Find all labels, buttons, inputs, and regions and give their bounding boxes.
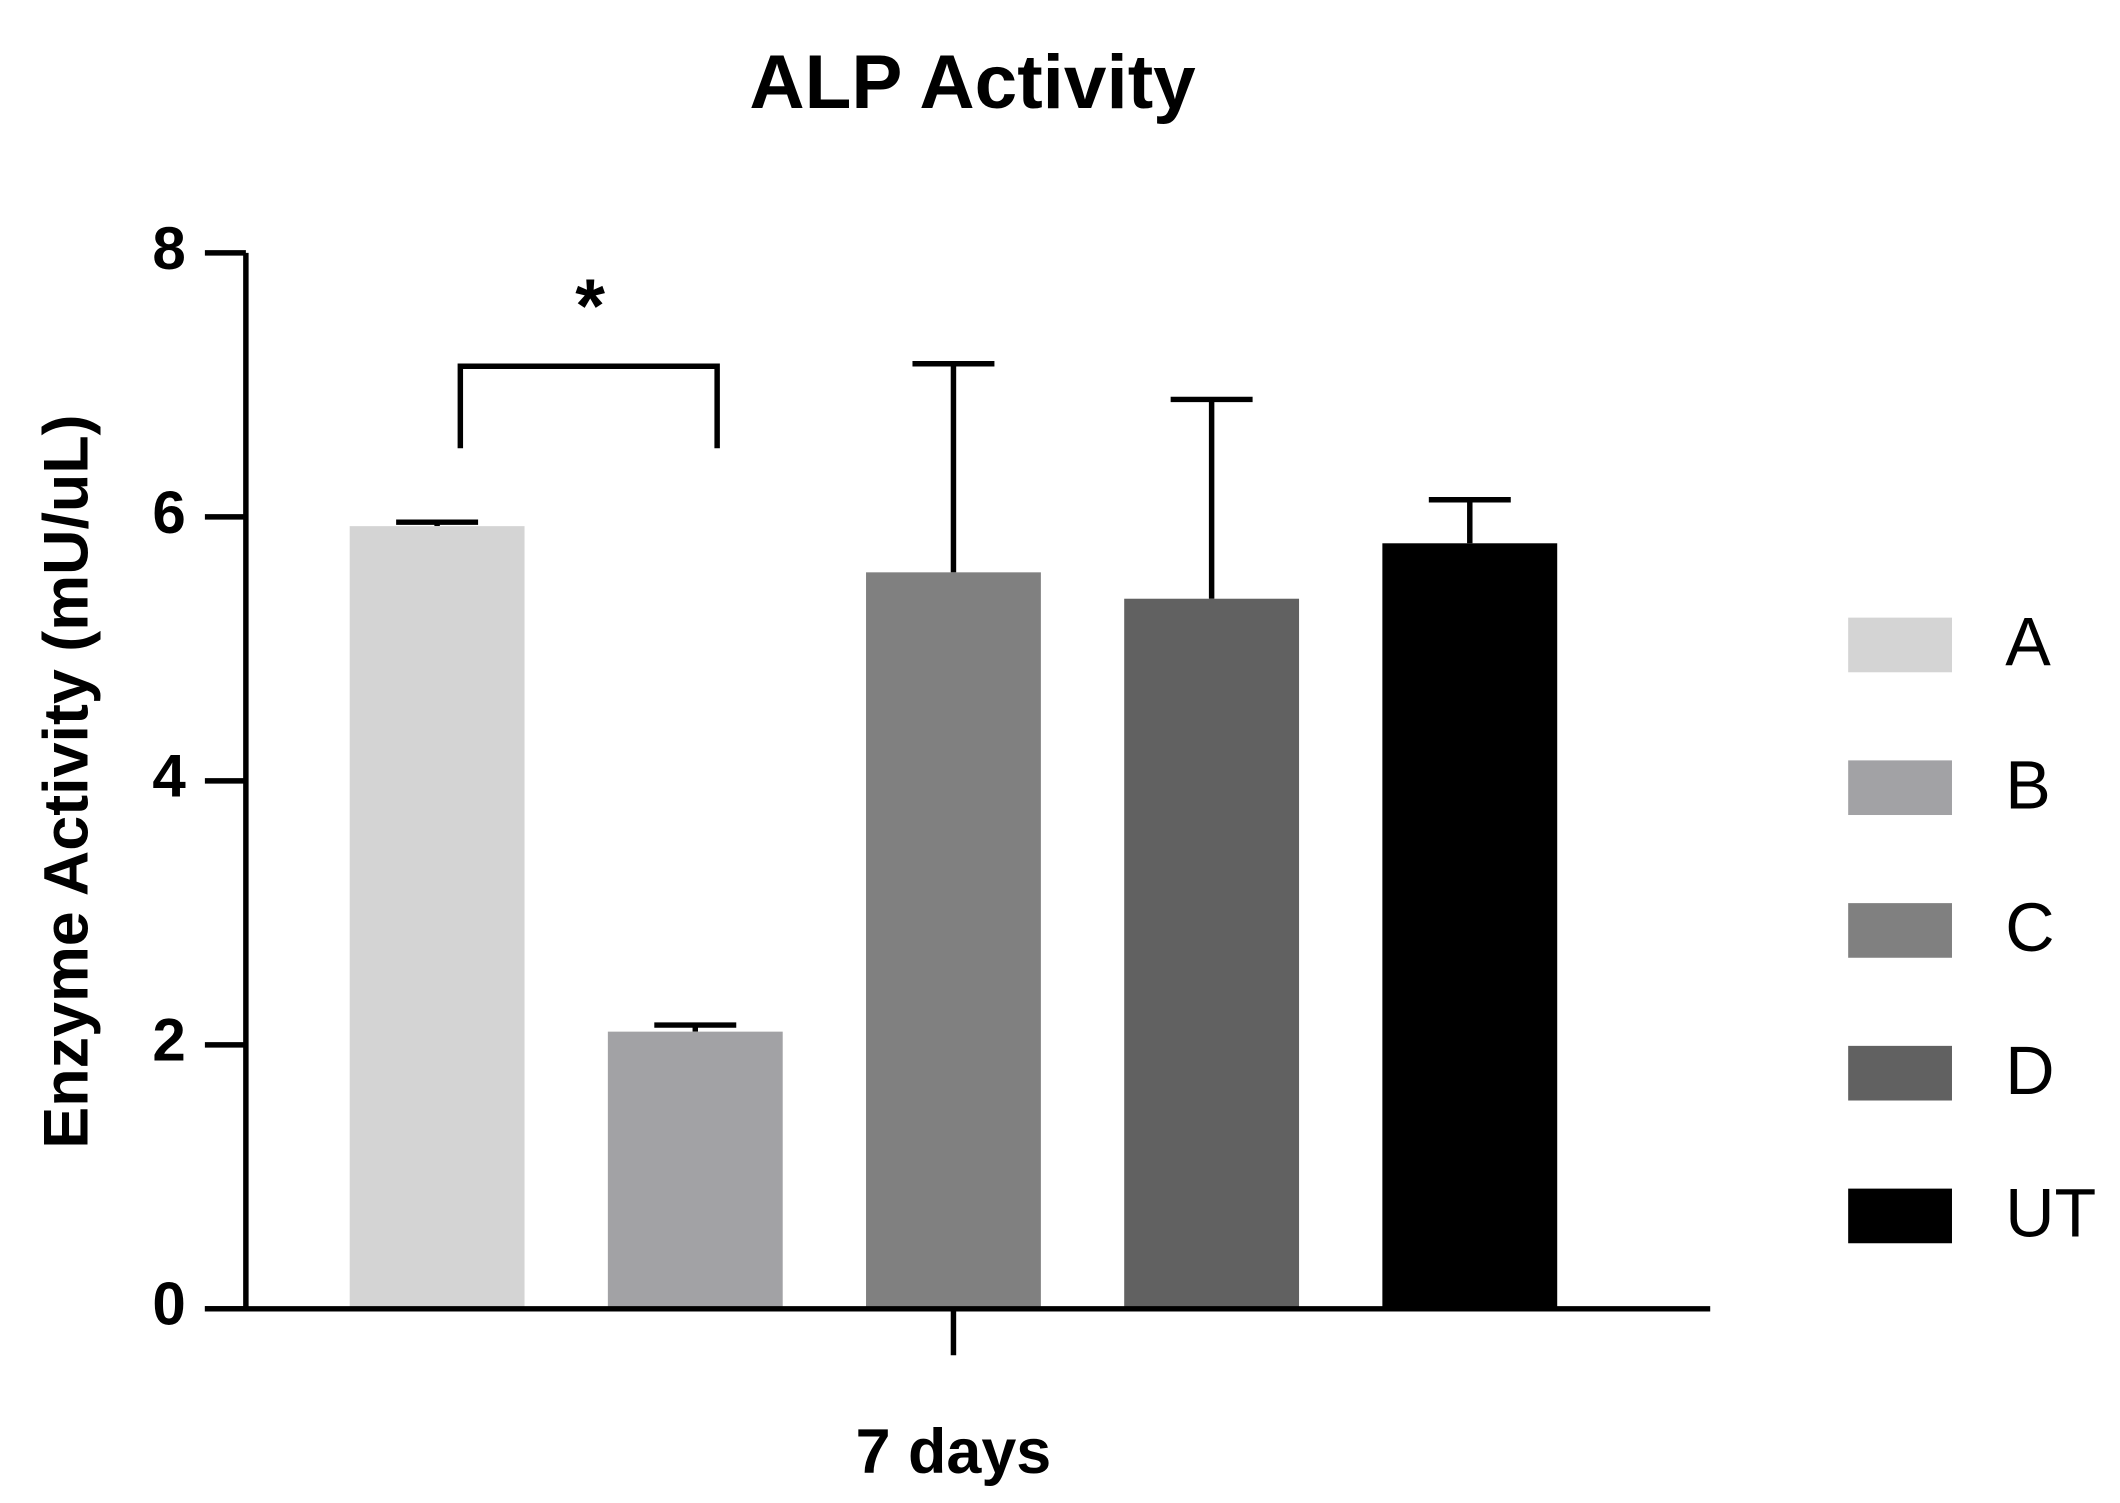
legend-label: D — [2005, 1033, 2054, 1109]
legend-label: A — [2005, 605, 2051, 681]
chart-title: ALP Activity — [749, 40, 1196, 125]
legend-swatch — [1848, 760, 1952, 816]
legend-swatch — [1848, 1188, 1952, 1244]
legend-swatch — [1848, 1045, 1952, 1101]
y-tick-label: 8 — [152, 215, 185, 282]
bar — [607, 1031, 783, 1309]
legend-label: B — [2005, 747, 2051, 823]
significance-marker: * — [575, 264, 605, 349]
x-tick-label: 7 days — [856, 1417, 1052, 1487]
y-axis-label: Enzyme Activity (mU/uL) — [32, 414, 102, 1148]
legend-swatch — [1848, 903, 1952, 958]
y-tick-label: 6 — [152, 479, 185, 546]
bar — [1124, 598, 1300, 1309]
y-tick-label: 0 — [152, 1271, 185, 1338]
y-tick-label: 4 — [152, 743, 186, 810]
legend-swatch — [1848, 617, 1952, 673]
legend-label: C — [2005, 890, 2054, 966]
significance-bracket — [457, 363, 720, 449]
legend-label: UT — [2005, 1176, 2096, 1252]
bar — [1382, 543, 1558, 1309]
bar — [349, 526, 525, 1309]
y-tick-label: 2 — [152, 1007, 185, 1074]
bar — [866, 572, 1041, 1309]
